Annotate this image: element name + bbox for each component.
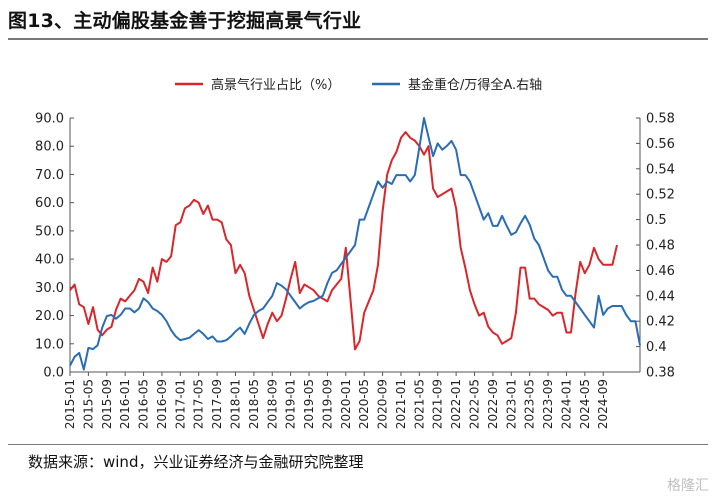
- watermark-logo: 格隆汇: [667, 478, 709, 494]
- x-axis: 2015-01 2015-05 2015-09 2016-01 2016-05 2016-…: [63, 372, 610, 429]
- x-tick-label: 2016-05: [137, 379, 151, 429]
- x-tick-label: 2020-01: [339, 379, 353, 429]
- x-tick-label: 2020-09: [376, 379, 390, 429]
- x-tick-label: 2021-09: [431, 379, 445, 429]
- left-tick-label: 60.0: [35, 196, 64, 211]
- x-tick-label: 2023-09: [541, 379, 555, 429]
- x-tick-label: 2017-01: [173, 379, 187, 429]
- left-tick-label: 30.0: [35, 281, 64, 296]
- right-tick-label: 0.52: [646, 188, 675, 203]
- source-note: 数据来源：wind，兴业证券经济与金融研究院整理: [28, 453, 364, 471]
- x-tick-label: 2019-01: [284, 379, 298, 429]
- left-tick-label: 20.0: [35, 309, 64, 324]
- x-tick-label: 2018-05: [247, 379, 261, 429]
- right-tick-label: 0.54: [646, 162, 675, 177]
- right-y-axis: 0.38 0.4 0.42 0.44 0.46 0.48 0.5 0.52 0.54 0.56 0.…: [636, 112, 675, 381]
- right-tick-label: 0.58: [646, 112, 675, 127]
- right-tick-label: 0.46: [646, 264, 675, 279]
- left-tick-label: 90.0: [35, 112, 64, 127]
- x-tick-label: 2016-09: [155, 379, 169, 429]
- x-tick-label: 2022-01: [449, 379, 463, 429]
- legend: 高景气行业占比（%） 基金重仓/万得全A.右轴: [175, 77, 542, 93]
- x-tick-label: 2022-09: [486, 379, 500, 429]
- x-tick-label: 2017-05: [192, 379, 206, 429]
- series-layer: [69, 117, 641, 371]
- left-tick-label: 80.0: [35, 140, 64, 155]
- right-tick-label: 0.48: [646, 239, 675, 254]
- left-tick-label: 50.0: [35, 224, 64, 239]
- x-tick-label: 2015-09: [100, 379, 114, 429]
- right-tick-label: 0.42: [646, 315, 675, 330]
- left-tick-label: 10.0: [35, 337, 64, 352]
- x-tick-label: 2016-01: [118, 379, 132, 429]
- x-tick-label: 2024-01: [559, 379, 573, 429]
- legend-label-high-prosperity-share: 高景气行业占比（%）: [211, 77, 340, 93]
- left-tick-label: 70.0: [35, 168, 64, 183]
- x-tick-label: 2015-01: [63, 379, 77, 429]
- left-tick-label: 0.0: [43, 366, 64, 381]
- x-tick-label: 2020-05: [357, 379, 371, 429]
- legend-label-fund-holdings-ratio: 基金重仓/万得全A.右轴: [408, 77, 542, 93]
- left-y-axis: 0.0 10.0 20.0 30.0 40.0 50.0 60.0 70.0 80.0 90.0: [35, 112, 74, 381]
- x-tick-label: 2024-09: [596, 379, 610, 429]
- x-tick-label: 2017-09: [210, 379, 224, 429]
- figure-title: 图13、主动偏股基金善于挖掘高景气行业: [8, 10, 362, 32]
- right-tick-label: 0.4: [646, 340, 667, 355]
- x-tick-label: 2023-01: [504, 379, 518, 429]
- series-line-high-prosperity-share: [69, 131, 618, 351]
- right-tick-label: 0.56: [646, 137, 675, 152]
- x-tick-label: 2024-05: [578, 379, 592, 429]
- x-tick-label: 2018-09: [265, 379, 279, 429]
- left-tick-label: 40.0: [35, 253, 64, 268]
- x-tick-label: 2022-05: [468, 379, 482, 429]
- x-tick-label: 2023-05: [523, 379, 537, 429]
- x-tick-label: 2019-05: [302, 379, 316, 429]
- source-rule: [8, 444, 708, 445]
- title-rule: [8, 38, 708, 40]
- x-tick-label: 2021-01: [394, 379, 408, 429]
- x-tick-label: 2019-09: [320, 379, 334, 429]
- x-tick-label: 2018-01: [228, 379, 242, 429]
- series-line-fund-holdings-ratio: [69, 117, 641, 371]
- right-tick-label: 0.5: [646, 213, 667, 228]
- x-tick-label: 2021-05: [412, 379, 426, 429]
- right-tick-label: 0.38: [646, 366, 675, 381]
- x-tick-label: 2015-05: [81, 379, 95, 429]
- right-tick-label: 0.44: [646, 289, 675, 304]
